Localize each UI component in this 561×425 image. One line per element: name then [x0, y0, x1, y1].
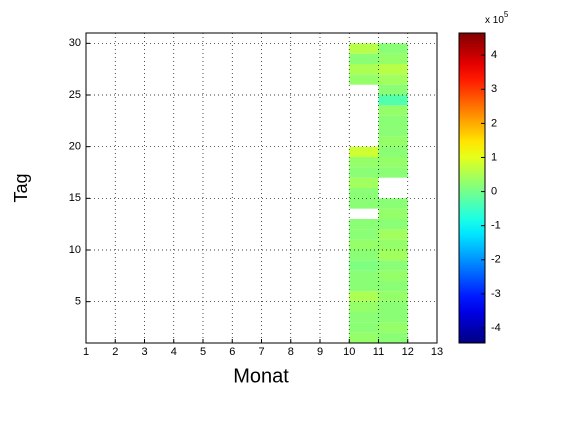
- heatmap-cell: [349, 260, 379, 271]
- heatmap-cell: [349, 312, 379, 323]
- heatmap-cell: [378, 64, 408, 75]
- heatmap-cell: [378, 250, 408, 261]
- colorbar-tick-label: -2: [491, 254, 501, 266]
- heatmap-cell: [378, 74, 408, 85]
- x-tick-label: 12: [402, 346, 414, 358]
- colorbar-exponent: x 105: [485, 10, 509, 26]
- heatmap-cell: [349, 229, 379, 240]
- colorbar-tick-label: -1: [491, 220, 501, 232]
- heatmap-cell: [349, 219, 379, 230]
- x-tick-label: 13: [431, 346, 443, 358]
- heatmap-cell: [378, 136, 408, 147]
- x-tick-label: 3: [141, 346, 147, 358]
- x-tick-label: 10: [343, 346, 355, 358]
- x-tick-label: 8: [288, 346, 294, 358]
- heatmap-cell: [349, 291, 379, 302]
- heatmap-cell: [378, 53, 408, 64]
- heatmap-cell: [349, 74, 379, 85]
- colorbar-tick-label: 3: [491, 83, 497, 95]
- heatmap-cell: [378, 198, 408, 209]
- heatmap-cell: [349, 322, 379, 333]
- heatmap-cell: [349, 64, 379, 75]
- heatmap-cell: [378, 146, 408, 157]
- heatmap-cell: [378, 219, 408, 230]
- y-tick-label: 20: [69, 141, 81, 153]
- exponent: 5: [504, 10, 509, 19]
- heatmap-cell: [349, 177, 379, 188]
- heatmap-cell: [378, 281, 408, 292]
- heatmap-cell: [378, 291, 408, 302]
- heatmap-cell: [378, 43, 408, 54]
- y-tick-label: 15: [69, 192, 81, 204]
- heatmap-cell: [378, 208, 408, 219]
- heatmap-cell: [349, 301, 379, 312]
- heatmap-cell: [378, 167, 408, 178]
- x-tick-label: 7: [258, 346, 264, 358]
- colorbar-tick-label: 0: [491, 185, 497, 197]
- plot-frame: [85, 32, 438, 344]
- heatmap-cell: [349, 167, 379, 178]
- heatmap-cell: [378, 157, 408, 168]
- colorbar: [458, 32, 486, 344]
- x-tick-label: 5: [200, 346, 206, 358]
- heatmap-cell: [378, 301, 408, 312]
- heatmap-cell: [349, 43, 379, 54]
- heatmap-cell: [349, 332, 379, 343]
- x-tick-label: 9: [317, 346, 323, 358]
- heatmap-cell: [378, 229, 408, 240]
- heatmap-cell: [349, 281, 379, 292]
- heatmap-cell: [378, 270, 408, 281]
- y-tick-label: 5: [75, 296, 81, 308]
- exponent-base: x 10: [485, 15, 504, 26]
- heatmap-cell: [349, 250, 379, 261]
- x-tick-label: 1: [83, 346, 89, 358]
- heatmap-cell: [378, 322, 408, 333]
- heatmap-cell: [349, 270, 379, 281]
- y-tick-label: 25: [69, 89, 81, 101]
- colorbar-tick-label: -3: [491, 288, 501, 300]
- heatmap-cell: [378, 115, 408, 126]
- y-tick-label: 30: [69, 37, 81, 49]
- heatmap-cell: [349, 53, 379, 64]
- heatmap-cell: [378, 332, 408, 343]
- heatmap-cell: [349, 188, 379, 199]
- heatmap-cell: [349, 157, 379, 168]
- heatmap-cell: [378, 312, 408, 323]
- heatmap-cell: [378, 84, 408, 95]
- y-axis-label: Tag: [11, 173, 31, 202]
- colorbar-tick-label: 2: [491, 117, 497, 129]
- heatmap-cell: [378, 126, 408, 137]
- heatmap-cell: [378, 105, 408, 116]
- heatmap-cell: [378, 95, 408, 106]
- heatmap-cell: [349, 239, 379, 250]
- heatmap-cell: [378, 260, 408, 271]
- x-tick-label: 4: [171, 346, 177, 358]
- y-tick-label: 10: [69, 244, 81, 256]
- colorbar-tick-label: -4: [491, 322, 501, 334]
- heatmap-cell: [349, 198, 379, 209]
- x-tick-label: 2: [112, 346, 118, 358]
- heatmap-cell: [349, 146, 379, 157]
- heatmap-cell: [378, 239, 408, 250]
- colorbar-tick-label: 4: [491, 49, 497, 61]
- x-tick-label: 11: [373, 346, 384, 358]
- x-tick-label: 6: [229, 346, 235, 358]
- x-axis-label: Monat: [233, 365, 289, 387]
- colorbar-tick-label: 1: [491, 151, 497, 163]
